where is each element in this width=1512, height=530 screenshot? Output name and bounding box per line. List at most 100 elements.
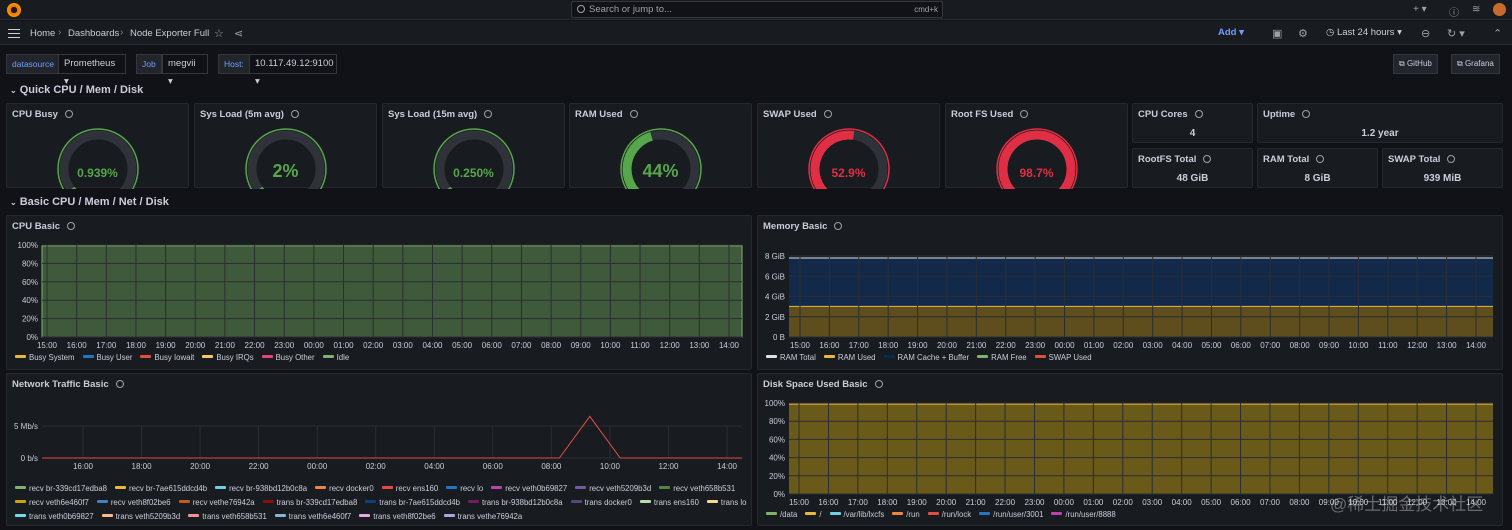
legend-item[interactable]: /run <box>892 510 920 519</box>
legend-item[interactable]: Busy User <box>82 353 132 362</box>
legend-item[interactable]: /data <box>766 510 797 519</box>
news-icon[interactable]: ≋ <box>1472 4 1481 15</box>
star-icon[interactable]: ☆ <box>214 28 224 40</box>
x-tick-label: 10:00 <box>1348 498 1369 507</box>
legend-item[interactable]: recv lo <box>446 482 483 496</box>
github-link[interactable]: ⧉ GitHub <box>1393 54 1438 74</box>
memory-basic-chart[interactable]: 8 GiB 6 GiB 4 GiB 2 GiB 0 B 15:00 16:00 17:00 18… <box>758 216 1504 371</box>
disk-space-chart[interactable]: 100% 80% 60% 40% 20% 0% 15:00 16:00 17:00 18:00 19… <box>758 374 1504 527</box>
grafana-logo-icon[interactable] <box>7 3 21 17</box>
info-icon[interactable] <box>1203 155 1212 163</box>
legend-item[interactable]: recv br-938bd12b0c8a <box>215 482 307 496</box>
avatar[interactable] <box>1493 3 1506 16</box>
x-tick-label: 01:00 <box>1084 341 1105 350</box>
legend-item[interactable]: RAM Used <box>823 353 876 362</box>
legend-item[interactable]: recv veth0b69827 <box>491 482 567 496</box>
refresh-icon[interactable]: ↻ ▾ <box>1447 28 1465 40</box>
legend-item[interactable]: Busy Iowait <box>140 353 194 362</box>
zoom-out-icon[interactable]: ⊖ <box>1421 28 1431 40</box>
add-button[interactable]: Add ▾ <box>1218 27 1244 38</box>
y-tick-label: 80% <box>769 417 785 426</box>
legend-item[interactable]: recv veth658b531 <box>659 482 735 496</box>
legend-item[interactable]: / <box>805 510 822 519</box>
share-icon[interactable]: ⋖ <box>234 28 244 40</box>
time-picker[interactable]: ◷ Last 24 hours ▾ <box>1326 27 1402 38</box>
legend-item[interactable]: Busy Other <box>261 353 315 362</box>
legend-item[interactable]: trans lo <box>706 496 747 510</box>
legend-swatch <box>96 500 108 503</box>
legend-item[interactable]: /var/lib/lxcfs <box>829 510 884 519</box>
legend-item[interactable]: trans veth6e460f7 <box>274 510 351 524</box>
row-quick-header[interactable]: ⌄ Quick CPU / Mem / Disk <box>10 84 143 96</box>
legend-item[interactable]: /run/user/8888 <box>1051 510 1116 519</box>
breadcrumb-dashboards[interactable]: Dashboards <box>68 28 120 39</box>
x-tick-label: 14:00 <box>719 341 740 350</box>
legend-item[interactable]: trans vethe76942a <box>443 510 522 524</box>
recv-ens160-line <box>42 415 742 459</box>
legend-item[interactable]: trans veth5209b3d <box>101 510 180 524</box>
row-basic-header[interactable]: ⌄ Basic CPU / Mem / Net / Disk <box>10 196 169 208</box>
network-traffic-chart[interactable]: 5 Mb/s 0 b/s 16:00 18:00 20:00 22:00 00:00 02:0… <box>7 374 753 527</box>
legend-item[interactable]: recv br-7ae615ddcd4b <box>115 482 207 496</box>
x-tick-label: 04:00 <box>1172 498 1193 507</box>
gauge-value: 0.250% <box>453 166 494 180</box>
info-icon[interactable] <box>823 110 832 118</box>
legend-item[interactable]: trans br-7ae615ddcd4b <box>365 496 460 510</box>
help-icon[interactable]: ⓘ <box>1449 8 1459 19</box>
legend-item[interactable]: RAM Cache + Buffer <box>883 353 969 362</box>
info-icon[interactable] <box>1316 155 1325 163</box>
info-icon[interactable] <box>115 380 124 388</box>
info-icon[interactable] <box>67 222 76 230</box>
legend-item[interactable]: Idle <box>322 353 349 362</box>
x-tick-label: 21:00 <box>966 341 987 350</box>
legend-item[interactable]: recv docker0 <box>315 482 374 496</box>
info-icon[interactable] <box>629 110 638 118</box>
legend-swatch <box>805 512 817 515</box>
legend-item[interactable]: trans veth0b69827 <box>15 510 94 524</box>
gear-icon[interactable]: ⚙ <box>1298 28 1308 40</box>
gauge-fill <box>810 130 855 189</box>
info-icon[interactable] <box>290 110 299 118</box>
info-icon[interactable] <box>1194 110 1203 118</box>
info-icon[interactable] <box>484 110 493 118</box>
legend-item[interactable]: trans docker0 <box>570 496 632 510</box>
info-icon[interactable] <box>834 222 843 230</box>
legend-item[interactable]: trans ens160 <box>639 496 699 510</box>
legend-item[interactable]: recv ens160 <box>381 482 438 496</box>
datasource-select[interactable]: Prometheus ▾ <box>58 54 126 87</box>
legend-item[interactable]: recv veth5209b3d <box>575 482 651 496</box>
legend-item[interactable]: recv veth8f02be6 <box>96 496 171 510</box>
legend-item[interactable]: /run/user/3001 <box>979 510 1043 519</box>
cpu-basic-chart[interactable]: 100% 80% 60% 40% 20% 0%15:00 16:00 17:00 18:00 19… <box>7 216 753 371</box>
menu-icon[interactable] <box>8 29 20 38</box>
legend-item[interactable]: recv br-339cd17edba8 <box>15 482 107 496</box>
legend-item[interactable]: trans veth658b531 <box>188 510 267 524</box>
legend-item[interactable]: trans br-339cd17edba8 <box>262 496 357 510</box>
legend-item[interactable]: trans veth8f02be6 <box>359 510 436 524</box>
legend-item[interactable]: Busy System <box>15 353 75 362</box>
legend-item[interactable]: recv veth6e460f7 <box>15 496 89 510</box>
plus-icon[interactable]: + ▾ <box>1413 4 1427 15</box>
info-icon[interactable] <box>1447 155 1456 163</box>
legend-item[interactable]: recv vethe76942a <box>178 496 255 510</box>
host-select[interactable]: 10.117.49.12:9100 ▾ <box>249 54 337 87</box>
info-icon[interactable] <box>1020 110 1029 118</box>
legend-item[interactable]: /run/lock <box>927 510 971 519</box>
legend-item[interactable]: trans br-938bd12b0c8a <box>467 496 563 510</box>
x-tick-label: 05:00 <box>1201 498 1222 507</box>
save-icon[interactable]: ▣ <box>1272 28 1283 40</box>
job-select[interactable]: megvii ▾ <box>162 54 208 87</box>
x-tick-label: 08:00 <box>541 341 562 350</box>
info-icon[interactable] <box>64 110 73 118</box>
legend-item[interactable]: RAM Total <box>766 353 816 362</box>
variables-bar: datasource Prometheus ▾ Job megvii ▾ Hos… <box>0 52 1512 87</box>
breadcrumb-home[interactable]: Home <box>30 28 56 39</box>
search-input[interactable]: Search or jump to... cmd+k <box>571 1 943 18</box>
info-icon[interactable] <box>1302 110 1311 118</box>
legend-item[interactable]: SWAP Used <box>1034 353 1092 362</box>
legend-item[interactable]: RAM Free <box>977 353 1027 362</box>
grafana-link[interactable]: ⧉ Grafana <box>1451 54 1500 74</box>
collapse-icon[interactable]: ⌃ <box>1493 28 1503 40</box>
info-icon[interactable] <box>874 380 883 388</box>
legend-item[interactable]: Busy IRQs <box>202 353 254 362</box>
